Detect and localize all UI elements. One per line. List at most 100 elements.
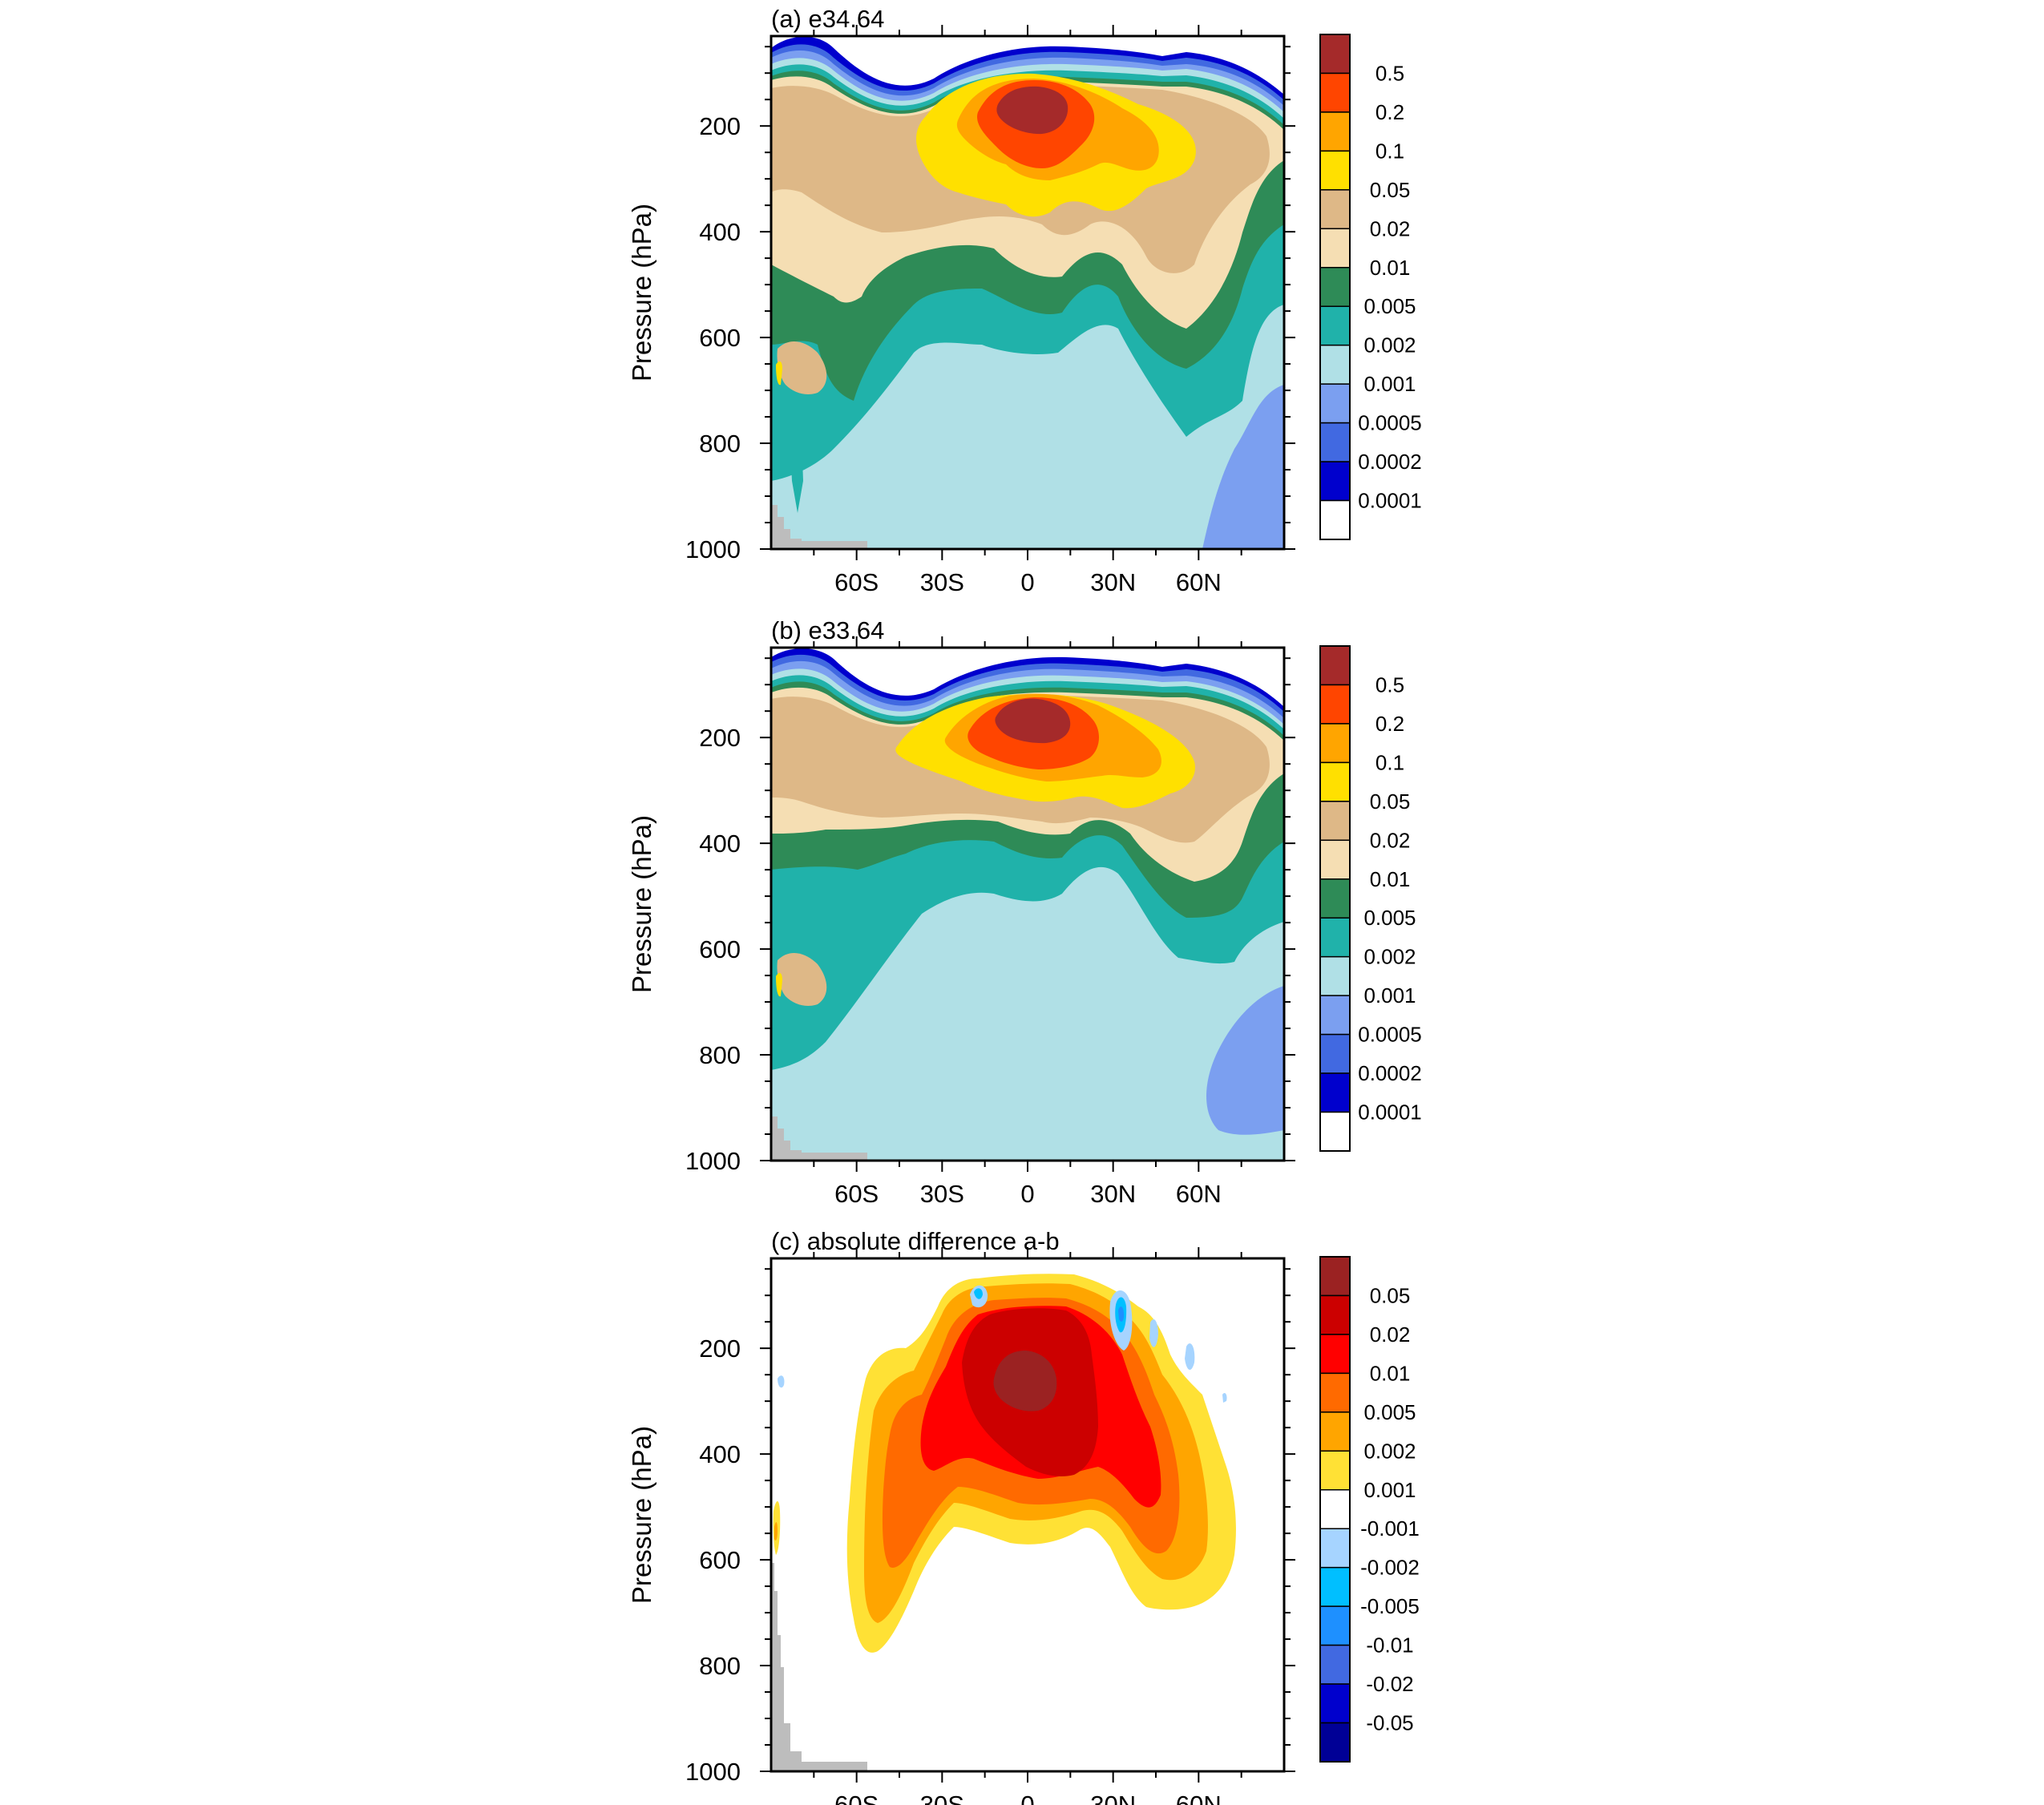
axes: 200 400 600 800 1000 60S 30S 0 30N 60N bbox=[685, 636, 1295, 1208]
contour-0.002-sh bbox=[774, 1521, 778, 1541]
colorbar-label: 0.02 bbox=[1370, 1322, 1411, 1347]
colorbar-label: 0.05 bbox=[1370, 1283, 1411, 1307]
colorbar-swatch bbox=[1319, 228, 1351, 269]
colorbar-swatch bbox=[1319, 1683, 1351, 1724]
contour-0.5 bbox=[996, 86, 1068, 135]
x-tick-label: 60S bbox=[834, 1180, 879, 1208]
x-tick-label: 0 bbox=[1020, 1791, 1034, 1805]
panel-b: (b) e33.64 200 400 600 800 1000 60S 30S 0 30N 60N… bbox=[627, 616, 1422, 1208]
contour-0.05-sh bbox=[776, 972, 782, 997]
colorbar-label: -0.02 bbox=[1366, 1672, 1413, 1696]
contour-0.05 bbox=[993, 1351, 1057, 1411]
colorbar-label: 0.002 bbox=[1363, 1439, 1416, 1463]
colorbar-label: 0.005 bbox=[1363, 1400, 1416, 1424]
colorbar-label: 0.05 bbox=[1370, 789, 1411, 814]
colorbar-label: 0.002 bbox=[1363, 333, 1416, 357]
colorbar-swatch bbox=[1319, 684, 1351, 725]
y-tick-label: 800 bbox=[699, 430, 741, 458]
x-tick-label: 60N bbox=[1176, 1791, 1222, 1805]
x-tick-label: 60S bbox=[834, 568, 879, 596]
colorbar-label: 0.001 bbox=[1363, 983, 1416, 1007]
colorbar-label: 0.002 bbox=[1363, 945, 1416, 969]
missing-data-terrain bbox=[771, 505, 867, 549]
colorbar-swatch bbox=[1319, 34, 1351, 75]
colorbar-swatch bbox=[1319, 1528, 1351, 1569]
colorbar-swatch bbox=[1319, 1411, 1351, 1452]
colorbar-swatch bbox=[1319, 995, 1351, 1036]
colorbar-swatch bbox=[1319, 761, 1351, 802]
panel-c: (c) absolute difference a-b 200 400 600 800… bbox=[627, 1227, 1420, 1805]
colorbar-swatch bbox=[1319, 305, 1351, 346]
colorbar-label: 0.02 bbox=[1370, 216, 1411, 240]
colorbar-label: 0.5 bbox=[1375, 61, 1404, 85]
colorbar-swatch bbox=[1319, 1450, 1351, 1491]
colorbar-swatch bbox=[1319, 1256, 1351, 1297]
axes: 200 400 600 800 1000 60S 30S 0 30N 60N bbox=[685, 25, 1295, 596]
contour-0.05-sh bbox=[776, 361, 782, 386]
colorbar-swatch bbox=[1319, 1111, 1351, 1152]
colorbar: 0.5 0.2 0.1 0.05 0.02 0.01 0.005 0.002 0.001 0.00… bbox=[1319, 645, 1422, 1152]
colorbar-swatch bbox=[1319, 72, 1351, 113]
contour-neg-0.001 bbox=[778, 1285, 1227, 1403]
colorbar-label: -0.002 bbox=[1360, 1556, 1420, 1580]
colorbar-swatch bbox=[1319, 955, 1351, 996]
contour-neg-0.005 bbox=[1118, 1306, 1125, 1322]
y-tick-label: 1000 bbox=[685, 535, 741, 563]
x-tick-label: 60N bbox=[1176, 568, 1222, 596]
colorbar-label: 0.05 bbox=[1370, 178, 1411, 202]
colorbar-swatch bbox=[1319, 499, 1351, 540]
panel-title: (b) e33.64 bbox=[771, 616, 884, 644]
colorbar: 0.5 0.2 0.1 0.05 0.02 0.01 0.005 0.002 0.001 0.00… bbox=[1319, 34, 1422, 540]
y-tick-label: 200 bbox=[699, 724, 741, 752]
colorbar-label: 0.005 bbox=[1363, 906, 1416, 930]
y-axis-label: Pressure (hPa) bbox=[627, 1426, 656, 1604]
colorbar-swatch bbox=[1319, 189, 1351, 230]
y-axis-label: Pressure (hPa) bbox=[627, 204, 656, 382]
contour-0.0005-se bbox=[1206, 986, 1284, 1135]
colorbar-frame bbox=[1319, 645, 1351, 1152]
contour-0.02-sh bbox=[777, 341, 827, 394]
y-tick-label: 400 bbox=[699, 1440, 741, 1468]
colorbar-swatch bbox=[1319, 422, 1351, 462]
y-tick-label: 400 bbox=[699, 830, 741, 858]
colorbar-swatch bbox=[1319, 344, 1351, 385]
axes: 200 400 600 800 1000 60S 30S 0 30N 60N bbox=[685, 1247, 1295, 1805]
colorbar-label: 0.0005 bbox=[1358, 1023, 1422, 1047]
colorbar: 0.05 0.02 0.01 0.005 0.002 0.001 -0.001 -0.002 -… bbox=[1319, 1256, 1420, 1763]
colorbar-label: 0.001 bbox=[1363, 372, 1416, 396]
colorbar-swatch bbox=[1319, 383, 1351, 424]
colorbar-label: -0.005 bbox=[1360, 1594, 1420, 1618]
colorbar-swatch bbox=[1319, 1072, 1351, 1113]
colorbar-label: 0.2 bbox=[1375, 100, 1404, 124]
y-tick-label: 1000 bbox=[685, 1147, 741, 1175]
colorbar-swatch bbox=[1319, 1605, 1351, 1646]
colorbar-label: -0.01 bbox=[1366, 1633, 1413, 1658]
colorbar-label: 0.005 bbox=[1363, 294, 1416, 318]
x-tick-label: 30N bbox=[1090, 568, 1136, 596]
y-tick-label: 800 bbox=[699, 1041, 741, 1069]
x-tick-label: 60S bbox=[834, 1791, 879, 1805]
y-tick-label: 400 bbox=[699, 218, 741, 246]
colorbar-swatch bbox=[1319, 723, 1351, 764]
colorbar-swatch bbox=[1319, 111, 1351, 152]
colorbar-swatch bbox=[1319, 461, 1351, 502]
colorbar-swatch bbox=[1319, 1033, 1351, 1074]
x-tick-label: 0 bbox=[1020, 568, 1034, 596]
colorbar-frame bbox=[1319, 1256, 1351, 1763]
colorbar-label: 0.1 bbox=[1375, 139, 1404, 163]
colorbar-swatch bbox=[1319, 1644, 1351, 1685]
colorbar-swatch bbox=[1319, 1334, 1351, 1375]
x-tick-label: 0 bbox=[1020, 1180, 1034, 1208]
x-tick-label: 30S bbox=[920, 568, 964, 596]
colorbar-label: 0.5 bbox=[1375, 672, 1404, 697]
colorbar-swatch bbox=[1319, 878, 1351, 919]
x-tick-label: 30N bbox=[1090, 1791, 1136, 1805]
y-tick-label: 800 bbox=[699, 1652, 741, 1680]
y-tick-label: 1000 bbox=[685, 1758, 741, 1786]
contour-field bbox=[771, 36, 1284, 549]
colorbar-label: 0.1 bbox=[1375, 750, 1404, 774]
colorbar-label: 0.0002 bbox=[1358, 450, 1422, 474]
colorbar-label: 0.0001 bbox=[1358, 1100, 1422, 1125]
contour-0.5 bbox=[995, 698, 1071, 744]
colorbar-label: 0.01 bbox=[1370, 1361, 1411, 1385]
